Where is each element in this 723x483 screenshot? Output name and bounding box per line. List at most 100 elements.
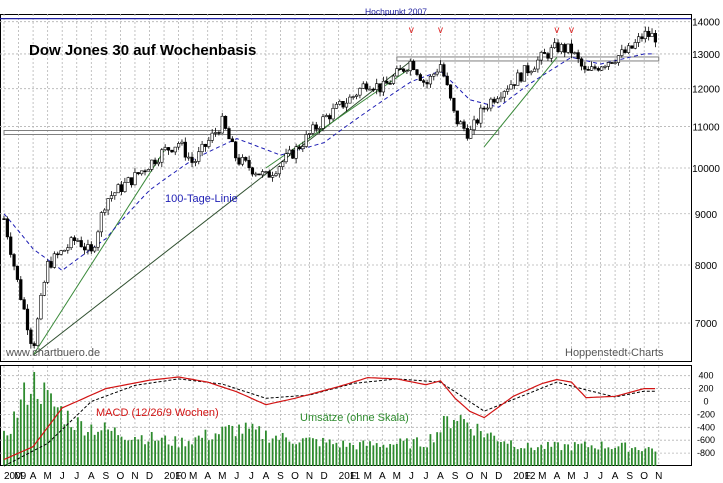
candle-body [610, 62, 614, 64]
candle-body [230, 138, 234, 143]
x-tick-label: J [74, 471, 79, 482]
candle-body [140, 170, 144, 175]
source-left: www.chartbuero.de [5, 347, 100, 359]
candle-body [66, 247, 70, 251]
volume-bar [634, 447, 637, 466]
x-tick-label: S [452, 471, 459, 482]
volume-bar [6, 435, 9, 466]
candle-body [254, 173, 258, 176]
candle-body [227, 128, 231, 140]
volume-bar [322, 437, 324, 466]
volume-bar [570, 450, 573, 466]
candle-body [52, 253, 56, 268]
volume-bar [651, 448, 653, 466]
volume-bar [16, 417, 19, 466]
y-tick-label: 13000 [692, 50, 720, 61]
candle-body [281, 161, 285, 167]
candle-body [177, 143, 181, 148]
x-tick-label: A [554, 471, 561, 482]
x-tick-label: D [320, 471, 327, 482]
volume-bar [594, 448, 596, 466]
candle-body [271, 175, 275, 178]
x-tick-label: J [598, 471, 603, 482]
candle-body [623, 49, 627, 53]
candle-body [35, 318, 40, 346]
volume-bar [187, 441, 190, 466]
macd-signal-line [3, 378, 656, 467]
resistance-lines [0, 18, 691, 136]
y-tick-label: 400 [698, 371, 713, 381]
candle-body [287, 149, 292, 154]
volume-bar [174, 436, 177, 466]
candle-body [391, 75, 396, 84]
volume-bar [181, 437, 183, 466]
volume-bar [456, 421, 459, 466]
volume-bar [332, 444, 334, 466]
volume-bar [315, 439, 318, 466]
candle-body [516, 72, 520, 86]
volume-bar [308, 437, 311, 466]
candle-body [428, 75, 433, 85]
volume-bar [63, 424, 66, 466]
volume-bar [379, 446, 381, 466]
candle-body [240, 157, 244, 165]
volume-bar [399, 438, 402, 466]
candle-body [160, 149, 164, 163]
candle-body [170, 149, 174, 153]
volume-bar [557, 442, 559, 466]
volume-bar [567, 444, 569, 466]
volume-bar [627, 451, 630, 466]
volume-bar [526, 442, 529, 466]
volume-bar [207, 440, 210, 466]
volume-bar [540, 444, 543, 466]
candle-body [156, 161, 161, 165]
candle-body [93, 246, 97, 252]
volume-bar [127, 440, 130, 466]
candle-body [579, 58, 584, 67]
x-tick-label: M [364, 471, 372, 482]
candle-body [613, 62, 617, 64]
volume-bar [191, 444, 193, 466]
volume-bar [392, 444, 395, 466]
volume-bar [312, 438, 314, 466]
candle-body [72, 237, 77, 241]
volume-bar [123, 439, 126, 466]
volume-bar [103, 422, 106, 466]
candle-body [79, 240, 83, 248]
x-tick-label: F [525, 471, 531, 482]
volume-bar [53, 406, 56, 466]
candle-body [415, 69, 419, 75]
candle-body [479, 107, 483, 124]
volume-bar [224, 426, 227, 466]
candle-body [193, 161, 197, 163]
candle-body [630, 45, 634, 49]
candle-body [96, 231, 100, 248]
candle-body [600, 66, 604, 71]
candle-body [197, 151, 201, 162]
candle-body [284, 153, 288, 163]
volume-bar [13, 411, 15, 466]
y-tick-label: 7000 [695, 319, 718, 330]
ma-label: 100-Tage-Linie [165, 193, 238, 205]
candle-body [187, 156, 191, 159]
x-tick-label: J [249, 471, 254, 482]
candle-body [465, 128, 469, 139]
candle-body [207, 140, 211, 147]
volume-bar [177, 447, 180, 466]
candle-body [519, 72, 523, 82]
y-tick-label: 11000 [692, 123, 720, 134]
candle-body [358, 88, 362, 96]
candle-body [29, 329, 33, 344]
volume-bar [217, 434, 220, 466]
x-tick-label: 2011 [339, 471, 361, 482]
candle-body [593, 66, 597, 69]
candle-body [653, 33, 657, 43]
volume-bar [251, 423, 254, 466]
x-tick-label: J [584, 471, 589, 482]
x-tick-label: A [263, 471, 270, 482]
volume-bar [597, 449, 600, 466]
volume-bar [573, 442, 576, 466]
volume-bar [221, 426, 224, 466]
candle-body [469, 129, 473, 139]
volume-bar [261, 438, 264, 466]
